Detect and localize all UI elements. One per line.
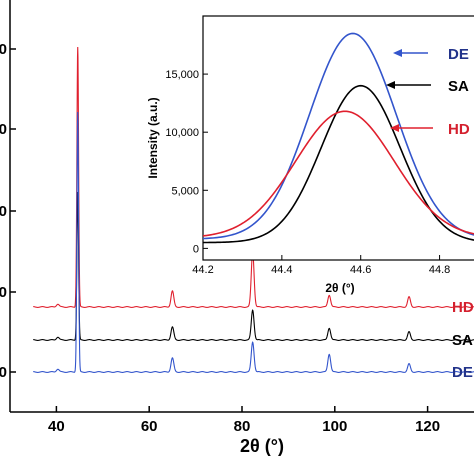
inset-y-ticks: 0 5,000 10,000 15,000 — [165, 69, 208, 255]
main-y-tick-label: 0 — [0, 203, 7, 220]
main-plot: 0 0 0 0 0 40 60 80 100 120 HD SA DE 2θ (°) — [0, 0, 474, 456]
inset-frame — [202, 15, 474, 261]
main-x-tick-label: 40 — [48, 418, 65, 435]
main-series-hd-line — [33, 46, 474, 308]
inset-series-de-line — [202, 32, 474, 240]
main-x-tick-label: 80 — [234, 418, 251, 435]
inset-x-axis-label: 2θ (°) — [325, 281, 354, 295]
inset-plot: 0 5,000 10,000 15,000 44.2 44.4 44.6 44.8 DE SA… — [146, 15, 474, 295]
inset-legend-label-de: DE — [448, 46, 469, 63]
inset-y-tick-label: 10,000 — [165, 127, 199, 139]
main-y-tick-label: 0 — [0, 364, 7, 381]
main-series-de-line — [33, 111, 474, 373]
inset-series-hd-line — [202, 110, 474, 237]
inset-x-ticks: 44.2 44.4 44.6 44.8 — [192, 255, 450, 276]
inset-x-tick-label: 44.2 — [192, 264, 213, 276]
main-x-tick-label: 100 — [322, 418, 347, 435]
inset-x-tick-label: 44.4 — [271, 264, 292, 276]
inset-legend-label-sa: SA — [448, 78, 469, 95]
inset-legend-label-hd: HD — [448, 121, 470, 138]
inset-x-tick-label: 44.8 — [429, 264, 450, 276]
main-y-tick-label: 0 — [0, 41, 7, 58]
main-x-tick-label: 120 — [415, 418, 440, 435]
inset-series-group — [202, 32, 474, 244]
main-y-tick-label: 0 — [0, 284, 7, 301]
inset-series-sa-line — [202, 84, 474, 244]
inset-legend-arrowhead — [390, 124, 399, 132]
main-x-axis-label: 2θ (°) — [240, 436, 284, 456]
main-y-ticks: 0 0 0 0 0 — [0, 41, 16, 381]
inset-legend-arrowhead — [393, 49, 402, 57]
main-series-sa-line — [33, 191, 474, 341]
inset-y-tick-label: 0 — [193, 243, 199, 255]
main-x-tick-label: 60 — [141, 418, 158, 435]
inset-y-axis-label: Intensity (a.u.) — [146, 97, 160, 178]
inset-y-tick-label: 15,000 — [165, 69, 199, 81]
inset-legend-arrowhead — [386, 81, 395, 89]
main-x-ticks: 40 60 80 100 120 — [48, 406, 440, 435]
main-series-label-hd: HD — [452, 299, 474, 316]
main-series-labels: HD SA DE — [452, 299, 474, 381]
inset-y-tick-label: 5,000 — [171, 185, 199, 197]
inset-x-tick-label: 44.6 — [350, 264, 371, 276]
main-series-label-de: DE — [452, 364, 473, 381]
main-series-group — [33, 46, 474, 373]
main-series-label-sa: SA — [452, 332, 473, 349]
main-y-tick-label: 0 — [0, 121, 7, 138]
inset-legend: DE SA HD — [386, 46, 470, 138]
